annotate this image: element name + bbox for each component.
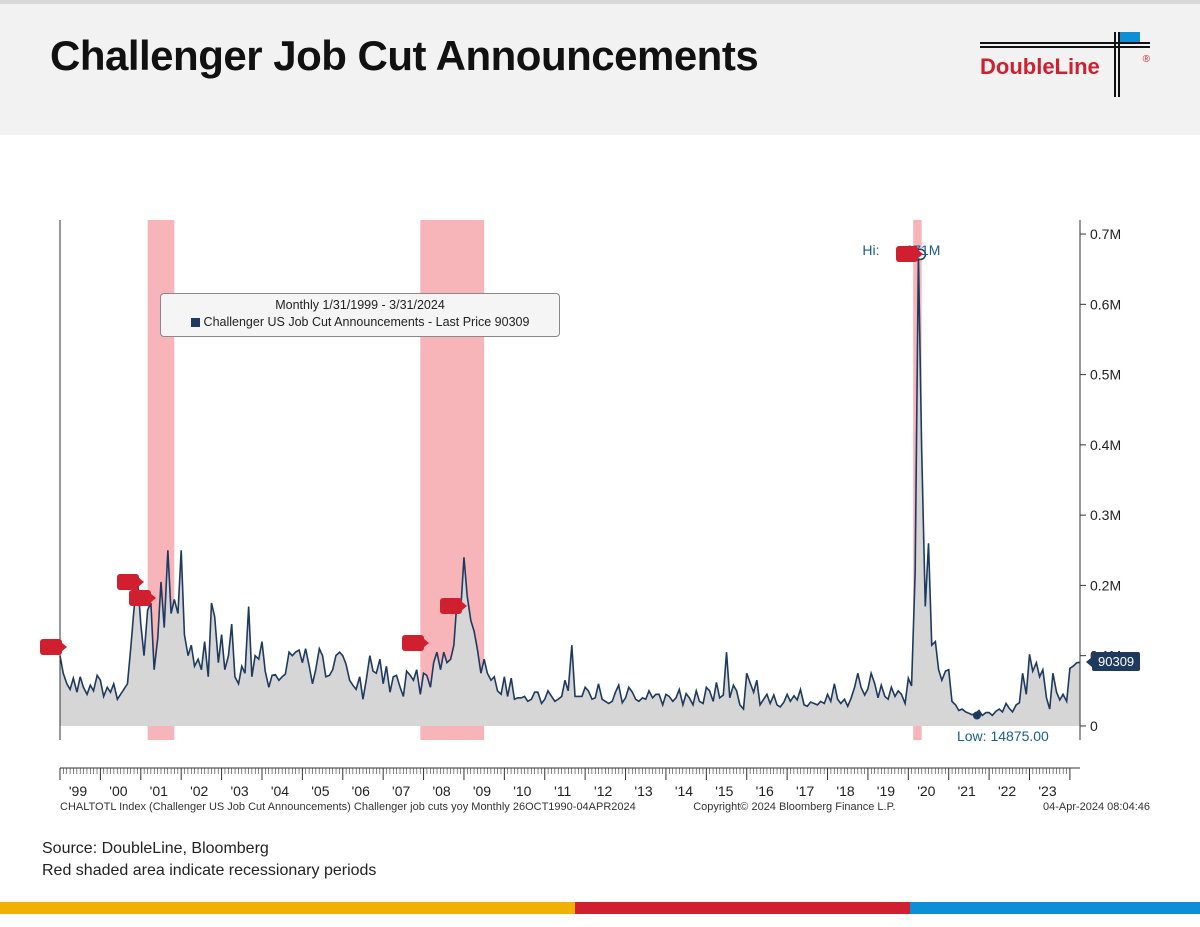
header: Challenger Job Cut Announcements DoubleL… bbox=[0, 0, 1200, 135]
legend-color-swatch bbox=[191, 318, 200, 327]
logo-hline bbox=[980, 46, 1150, 48]
svg-text:'04: '04 bbox=[271, 783, 289, 799]
legend-line-1: Monthly 1/31/1999 - 3/31/2024 bbox=[169, 297, 551, 314]
svg-text:CHALTOTL Index (Challenger US: CHALTOTL Index (Challenger US Job Cut An… bbox=[60, 801, 636, 813]
svg-text:'12: '12 bbox=[594, 783, 612, 799]
red-marker bbox=[129, 590, 151, 606]
svg-text:0.5M: 0.5M bbox=[1090, 367, 1121, 383]
logo-vline bbox=[1114, 32, 1116, 97]
logo-vline bbox=[1118, 32, 1120, 97]
svg-text:'08: '08 bbox=[432, 783, 450, 799]
svg-text:04-Apr-2024 08:04:46: 04-Apr-2024 08:04:46 bbox=[1043, 801, 1150, 813]
svg-text:'00: '00 bbox=[109, 783, 127, 799]
svg-text:'16: '16 bbox=[756, 783, 774, 799]
red-marker bbox=[896, 246, 918, 262]
stripe-segment bbox=[575, 902, 910, 914]
red-marker bbox=[402, 635, 424, 651]
svg-text:'06: '06 bbox=[352, 783, 370, 799]
svg-text:0.3M: 0.3M bbox=[1090, 507, 1121, 523]
svg-text:'10: '10 bbox=[513, 783, 531, 799]
logo-text: DoubleLine bbox=[980, 54, 1100, 80]
bottom-color-stripe bbox=[0, 902, 1200, 914]
svg-text:0.7M: 0.7M bbox=[1090, 226, 1121, 242]
svg-text:'99: '99 bbox=[69, 783, 87, 799]
svg-text:'09: '09 bbox=[473, 783, 491, 799]
stripe-segment bbox=[0, 902, 575, 914]
note-line: Red shaded area indicate recessionary pe… bbox=[42, 860, 376, 882]
source-line: Source: DoubleLine, Bloomberg bbox=[42, 838, 376, 860]
svg-text:'01: '01 bbox=[150, 783, 168, 799]
svg-text:'03: '03 bbox=[230, 783, 248, 799]
svg-text:0.2M: 0.2M bbox=[1090, 577, 1121, 593]
svg-text:'11: '11 bbox=[554, 783, 571, 799]
logo-hline bbox=[980, 42, 1150, 44]
footer-sources: Source: DoubleLine, Bloomberg Red shaded… bbox=[42, 838, 376, 883]
svg-text:0.6M: 0.6M bbox=[1090, 296, 1121, 312]
stripe-segment bbox=[910, 902, 1200, 914]
logo-blue-square bbox=[1120, 32, 1140, 42]
svg-text:'21: '21 bbox=[958, 783, 976, 799]
svg-text:0.4M: 0.4M bbox=[1090, 437, 1121, 453]
svg-text:'22: '22 bbox=[998, 783, 1016, 799]
legend-line-2: Challenger US Job Cut Announcements - La… bbox=[169, 314, 551, 331]
svg-text:0: 0 bbox=[1090, 718, 1098, 734]
logo-registered: ® bbox=[1143, 54, 1150, 65]
last-value-badge: 90309 bbox=[1092, 652, 1140, 671]
svg-text:'02: '02 bbox=[190, 783, 208, 799]
page-title: Challenger Job Cut Announcements bbox=[50, 32, 758, 80]
red-marker bbox=[40, 639, 62, 655]
svg-text:'20: '20 bbox=[917, 783, 935, 799]
red-marker bbox=[117, 574, 139, 590]
svg-text:'15: '15 bbox=[715, 783, 733, 799]
lo-label: Low: 14875.00 bbox=[957, 728, 1049, 744]
chart-legend: Monthly 1/31/1999 - 3/31/2024 Challenger… bbox=[160, 293, 560, 337]
svg-text:'13: '13 bbox=[634, 783, 652, 799]
svg-text:'23: '23 bbox=[1038, 783, 1056, 799]
svg-text:'05: '05 bbox=[311, 783, 329, 799]
svg-text:Copyright© 2024 Bloomberg Fina: Copyright© 2024 Bloomberg Finance L.P. bbox=[693, 801, 895, 813]
red-marker bbox=[440, 598, 462, 614]
svg-text:'17: '17 bbox=[796, 783, 814, 799]
svg-text:'14: '14 bbox=[675, 783, 693, 799]
doubleline-logo: DoubleLine ® bbox=[980, 32, 1150, 102]
page: Challenger Job Cut Announcements DoubleL… bbox=[0, 0, 1200, 927]
svg-text:'19: '19 bbox=[877, 783, 895, 799]
svg-text:'07: '07 bbox=[392, 783, 410, 799]
svg-text:'18: '18 bbox=[836, 783, 854, 799]
